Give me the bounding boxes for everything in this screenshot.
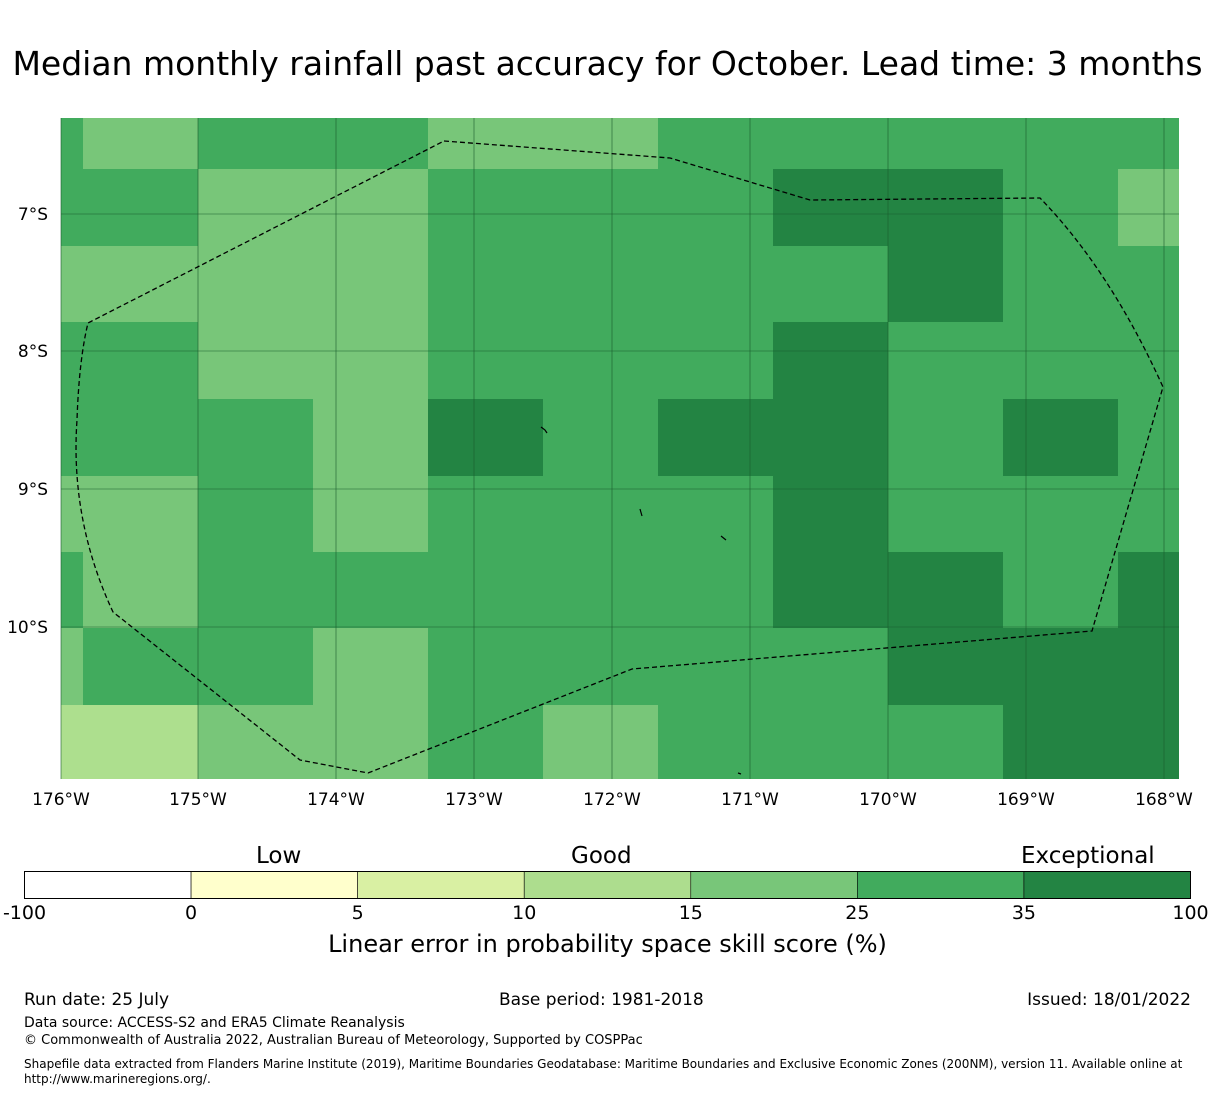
longitude-label: 175°W [169,790,227,810]
grid-cell [198,705,428,779]
island [639,508,643,517]
colorbar-segment [190,871,358,899]
grid-cell [313,628,428,705]
grid-cell [1003,399,1118,476]
grid-cell [543,399,658,476]
grid-cell [1003,705,1179,779]
grid-cell [1003,552,1118,628]
grid-cell [1118,169,1179,246]
grid-cell [61,705,198,779]
grid-cell [428,118,658,169]
grid-cell [543,705,658,779]
latitude-label: 7°S [18,205,48,225]
longitude-label: 172°W [583,790,641,810]
grid-cell [428,399,543,476]
grid-cell [1118,552,1179,628]
longitude-label: 173°W [445,790,503,810]
base-period: Base period: 1981-2018 [499,990,704,1010]
grid-cell [198,552,773,628]
grid-cell [83,552,198,628]
grid-cell [61,246,198,322]
skill-grid [61,118,1179,779]
colorbar-segment [24,871,192,899]
colorbar-tick-label: 5 [351,902,364,924]
grid-cell [428,169,773,246]
grid-cell [198,399,313,476]
longitude-label: 176°W [32,790,90,810]
grid-cell [61,628,83,705]
grid-cell [428,322,773,399]
colorbar [24,871,1191,899]
grid-cell [888,399,1003,476]
colorbar-tick-label: 35 [1011,902,1037,924]
grid-cell [888,322,1179,399]
grid-cell [773,322,888,399]
grid-cell [198,246,428,322]
island [540,426,548,434]
latitude-labels: 7°S 8°S 9°S 10°S [7,205,48,638]
grid-cell [658,399,888,476]
longitude-labels: 176°W 175°W 174°W 173°W 172°W 171°W 170°W 169°W… [32,790,1193,810]
latitude-label: 10°S [7,618,48,638]
grid-cell [61,552,83,628]
grid-cell [888,476,1179,552]
colorbar-tick-label: 100 [1172,902,1209,924]
legend-category-exceptional: Exceptional [1021,843,1155,869]
grid-cell [83,118,198,169]
grid-cell [198,322,428,399]
colorbar-tick-label: 10 [512,902,537,924]
colorbar-tick-label: 15 [678,902,703,924]
grid-cell [773,476,888,552]
grid-cell [61,399,198,476]
grid-cell [313,399,428,476]
longitude-label: 168°W [1135,790,1193,810]
eez-boundary [75,140,1164,774]
legend-category-good: Good [571,843,632,869]
longitude-label: 174°W [307,790,365,810]
grid-cell [888,628,1179,705]
graticule [60,118,1179,779]
data-source: Data source: ACCESS-S2 and ERA5 Climate … [24,1015,405,1031]
colorbar-segment [357,871,525,899]
longitude-label: 169°W [997,790,1055,810]
colorbar-segment [690,871,858,899]
issued-date: Issued: 18/01/2022 [1027,990,1191,1010]
grid-cell [1003,246,1179,322]
island [720,535,727,541]
grid-cell [428,246,888,322]
grid-cell [61,476,198,552]
islands [540,426,742,775]
page-title: Median monthly rainfall past accuracy fo… [12,44,1203,83]
colorbar-tick-label: 25 [845,902,870,924]
colorbar-label: Linear error in probability space skill … [328,930,887,958]
island [737,772,742,775]
grid-cell [61,118,83,169]
grid-cell [658,705,1003,779]
grid-cell [198,476,313,552]
grid-cell [313,476,428,552]
grid-cell [428,705,543,779]
run-date: Run date: 25 July [24,990,170,1010]
grid-cell [658,118,1179,169]
longitude-label: 171°W [721,790,779,810]
grid-cell [428,628,888,705]
grid-cell [888,246,1003,322]
colorbar-tick-label: -100 [2,902,47,924]
latitude-label: 9°S [18,480,48,500]
colorbar-tick-label: 0 [185,902,198,924]
copyright: © Commonwealth of Australia 2022, Austra… [24,1033,643,1048]
legend-category-low: Low [256,843,302,869]
grid-cell [61,169,198,246]
grid-cell [198,118,428,169]
latitude-label: 8°S [18,342,48,362]
shapefile-credit: Shapefile data extracted from Flanders M… [24,1057,1183,1086]
grid-cell [61,322,198,399]
map: 7°S8°S9°S10°S 176°W 175°W 174°W 173°W 172°W 1… [7,118,1193,810]
longitude-label: 170°W [859,790,917,810]
grid-cell [1003,169,1118,246]
grid-cell [428,476,773,552]
colorbar-segment [1023,871,1191,899]
colorbar-segment [857,871,1025,899]
colorbar-segment [523,871,692,899]
